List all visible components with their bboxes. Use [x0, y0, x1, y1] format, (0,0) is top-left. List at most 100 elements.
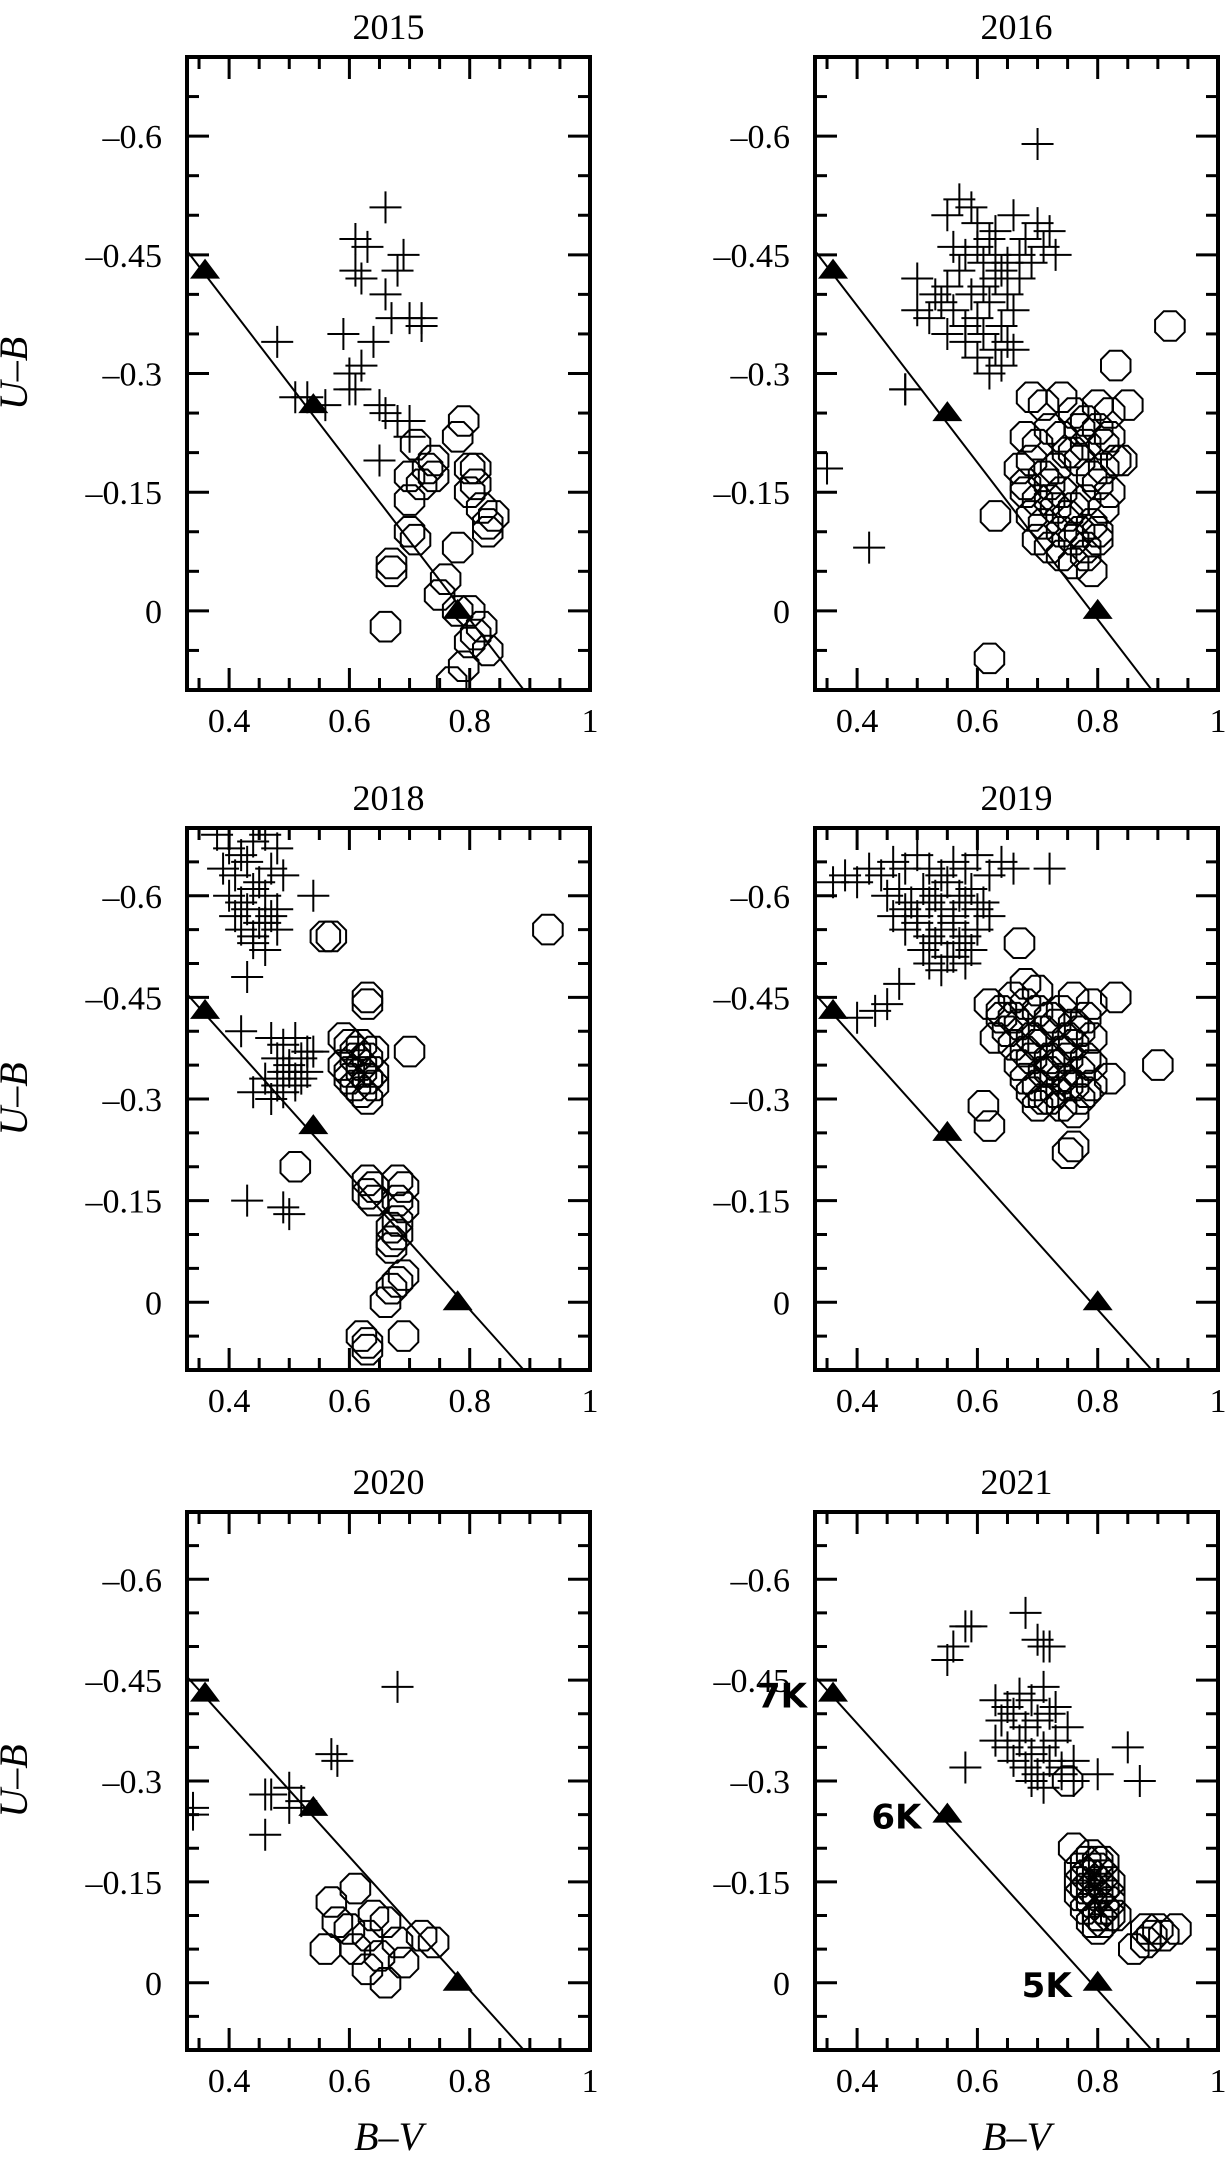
y-tick-label: –0.6	[730, 1562, 791, 1599]
octagon-marker	[1033, 531, 1066, 564]
temperature-triangle	[298, 393, 329, 414]
plus-marker	[1057, 1765, 1090, 1797]
plus-marker	[901, 262, 934, 295]
plus-marker	[369, 191, 402, 224]
octagon-marker	[369, 1906, 402, 1938]
octagon-marker	[1075, 988, 1108, 1020]
octagon-marker	[459, 468, 492, 501]
plus-marker	[393, 420, 426, 453]
octagon-marker	[351, 1083, 384, 1115]
plus-marker	[273, 1791, 306, 1824]
y-tick-label: –0.6	[102, 119, 163, 156]
temperature-triangle	[442, 1290, 473, 1311]
plus-marker	[883, 967, 916, 1000]
octagon-marker	[1051, 500, 1084, 532]
x-tick-label: 0.4	[208, 703, 251, 740]
octagon-marker	[997, 981, 1030, 1014]
octagon-marker	[393, 516, 426, 548]
temperature-triangle	[932, 1120, 963, 1141]
x-tick-label: 0.4	[836, 1383, 879, 1420]
octagon-marker	[1039, 1008, 1072, 1041]
octagon-marker	[1142, 1049, 1174, 1081]
plus-marker	[219, 900, 252, 933]
octagon-marker	[1033, 468, 1066, 501]
plus-marker	[345, 262, 378, 295]
plus-marker	[1111, 1731, 1144, 1764]
y-tick-label: 0	[773, 1285, 790, 1322]
y-tick-label: –0.45	[85, 238, 163, 275]
octagon-marker	[399, 428, 432, 461]
octagon-marker	[1081, 413, 1114, 445]
y-tick-label: –0.45	[713, 980, 791, 1017]
plus-marker	[213, 879, 246, 912]
x-tick-label: 1	[582, 1383, 599, 1420]
y-tick-label: –0.3	[730, 1764, 791, 1801]
octagon-marker	[1015, 500, 1048, 532]
octagon-marker	[1093, 1062, 1126, 1095]
plus-marker	[901, 906, 934, 939]
octagon-marker	[453, 626, 486, 659]
octagon-marker	[1100, 1899, 1132, 1932]
octagon-marker	[387, 1171, 420, 1203]
plus-marker	[1003, 1724, 1036, 1757]
plus-marker	[369, 278, 402, 311]
plot-area	[815, 1596, 1192, 2050]
plus-marker	[973, 900, 1006, 933]
octagon-marker	[1015, 444, 1048, 477]
plus-marker	[261, 325, 294, 358]
x-tick-label: 1	[582, 703, 599, 740]
octagon-marker	[1045, 516, 1078, 548]
x-tick-label: 1	[1210, 2063, 1227, 2100]
plus-marker	[931, 199, 964, 232]
octagon-marker	[375, 1272, 408, 1305]
octagon-marker	[387, 1259, 420, 1291]
plus-marker	[237, 1076, 270, 1109]
plus-marker	[363, 389, 396, 422]
plus-marker	[369, 397, 402, 430]
octagon-marker	[357, 1899, 390, 1932]
y-tick-label: –0.15	[85, 1184, 163, 1221]
plus-marker	[231, 893, 264, 926]
octagon-marker	[1009, 468, 1042, 501]
y-tick-label: –0.3	[730, 1082, 791, 1119]
plot-area	[187, 191, 525, 690]
octagon-marker	[1057, 1130, 1090, 1163]
octagon-marker	[393, 484, 426, 516]
plus-marker	[255, 1083, 288, 1115]
plus-marker	[853, 852, 886, 885]
octagon-marker	[375, 1225, 408, 1258]
y-tick-label: 0	[773, 594, 790, 631]
octagon-marker	[387, 1320, 420, 1352]
octagon-marker	[1148, 1919, 1180, 1952]
octagon-marker	[1045, 421, 1078, 453]
plus-marker	[201, 828, 234, 851]
plus-marker	[1033, 1697, 1066, 1730]
octagon-marker	[985, 1001, 1018, 1034]
octagon-marker	[315, 1886, 348, 1918]
plus-marker	[1123, 1765, 1156, 1797]
chart-title: 2020	[353, 1462, 425, 1502]
octagon-marker	[429, 563, 462, 595]
plus-marker	[955, 191, 988, 224]
plus-marker	[985, 349, 1018, 382]
plus-marker	[955, 278, 988, 311]
octagon-marker	[441, 595, 474, 627]
x-tick-label: 0.4	[208, 1383, 251, 1420]
octagon-marker	[1106, 444, 1138, 477]
octagon-marker	[1021, 484, 1054, 516]
plus-marker	[949, 238, 982, 271]
x-tick-label: 0.6	[328, 703, 371, 740]
octagon-marker	[1021, 428, 1054, 461]
plus-marker	[255, 900, 288, 933]
plus-marker	[1039, 1724, 1072, 1757]
plus-marker	[907, 872, 940, 905]
plus-marker	[345, 349, 378, 382]
plus-marker	[267, 859, 300, 892]
plus-marker	[991, 325, 1024, 358]
octagon-marker	[1045, 1090, 1078, 1122]
plus-marker	[285, 1062, 318, 1095]
octagon-marker	[1069, 405, 1102, 437]
plus-marker	[339, 222, 372, 255]
octagon-marker	[381, 1164, 414, 1197]
plus-marker	[913, 302, 946, 335]
